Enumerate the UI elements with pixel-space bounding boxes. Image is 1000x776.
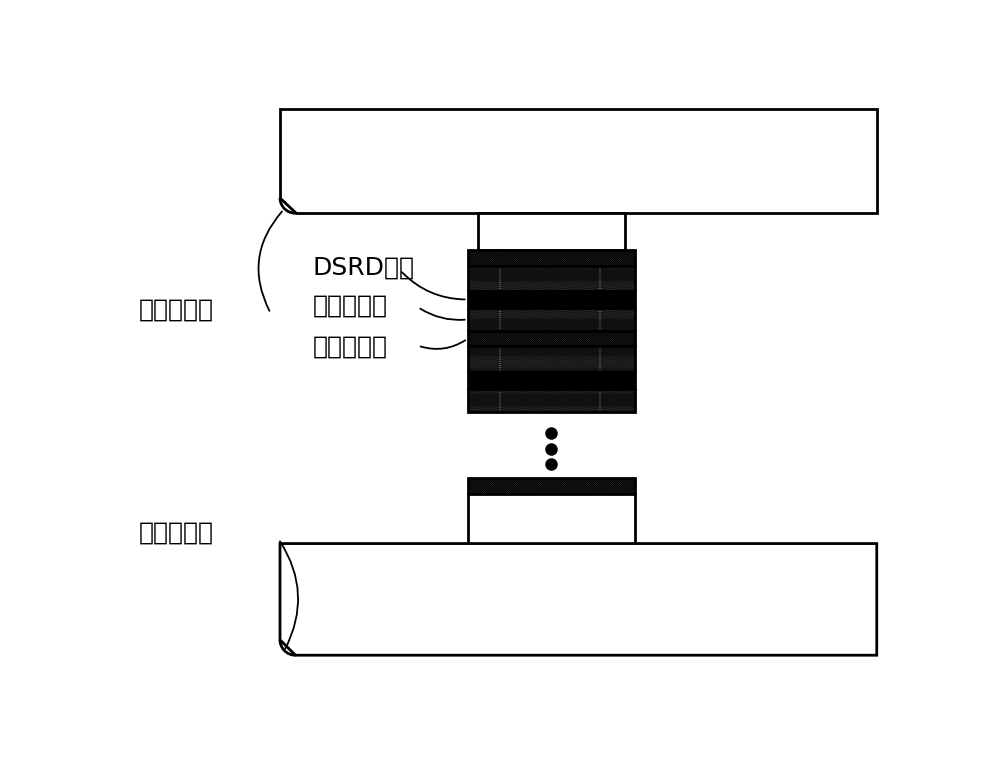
Text: 正接线元件: 正接线元件	[139, 297, 214, 321]
Polygon shape	[280, 543, 877, 655]
Bar	[478, 213, 625, 250]
Bar	[468, 389, 635, 412]
Bar	[468, 250, 635, 265]
Bar	[468, 372, 635, 389]
Text: 第二封装片: 第二封装片	[313, 334, 388, 359]
Bar	[468, 346, 635, 372]
Bar	[468, 308, 635, 331]
Bar	[468, 291, 635, 308]
Bar	[468, 265, 635, 291]
Bar	[468, 478, 635, 494]
Text: 第一封装片: 第一封装片	[313, 293, 388, 317]
Text: DSRD芯片: DSRD芯片	[313, 255, 415, 279]
Text: 负接线元件: 负接线元件	[139, 521, 214, 545]
Polygon shape	[280, 109, 877, 213]
Bar	[468, 494, 635, 543]
Bar	[468, 331, 635, 346]
